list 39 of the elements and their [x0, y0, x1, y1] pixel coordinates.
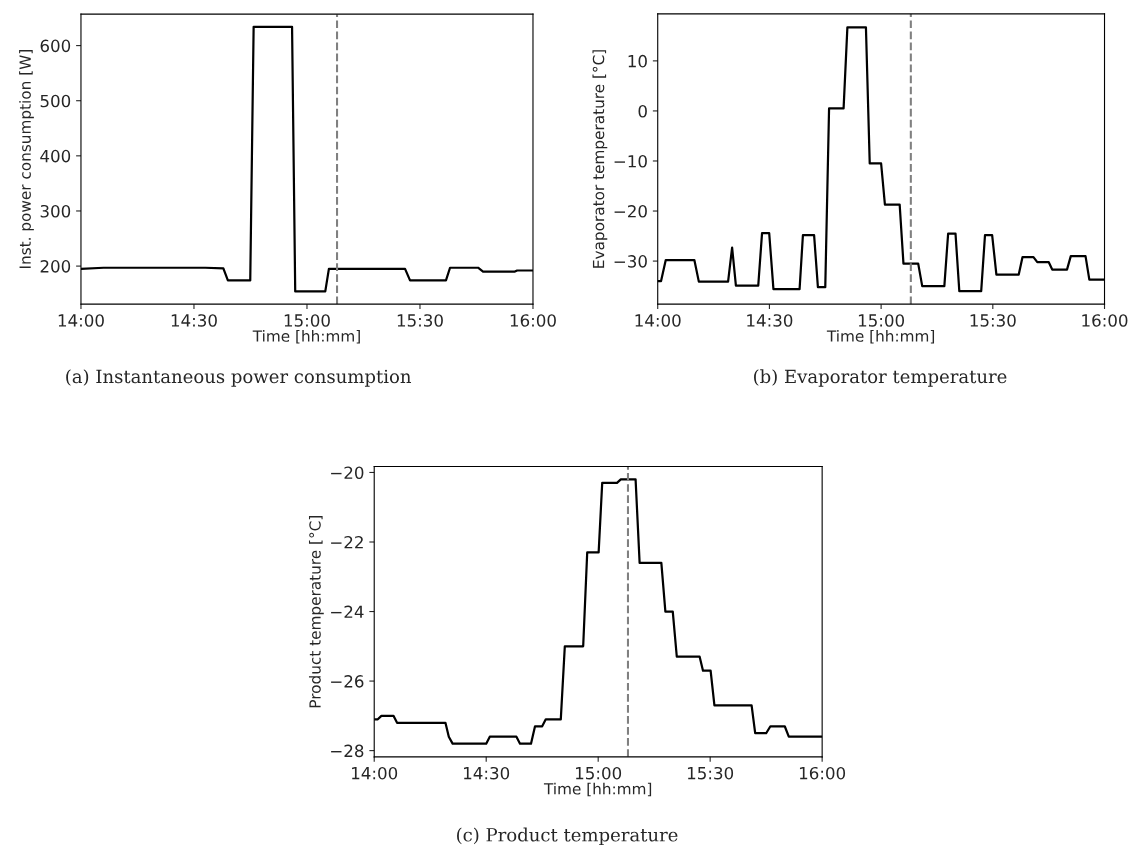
y-tick-label: 10	[628, 54, 647, 68]
x-tick-label: 14:00	[58, 314, 104, 327]
x-tick-label: 14:00	[352, 766, 398, 780]
y-tick-label: −28	[331, 744, 364, 758]
y-tick-label: 500	[40, 94, 71, 108]
x-tick-label: 14:00	[635, 314, 681, 327]
y-tick-label: −20	[614, 204, 647, 218]
y-axis-title: Product temperature [°C]	[308, 516, 324, 708]
text: (c) Product temperature	[457, 827, 678, 846]
x-tick-label: 15:00	[284, 314, 330, 327]
text: (a) Instantaneous power consumption	[66, 369, 412, 387]
x-axis-title: Time [hh:mm]	[543, 782, 652, 797]
y-tick-label: −22	[331, 535, 363, 549]
x-tick-label: 15:30	[397, 314, 443, 327]
y-tick-label: −30	[614, 255, 647, 268]
y-tick-label: 400	[40, 149, 71, 163]
x-axis-title: Time [hh:mm]	[826, 329, 935, 344]
x-tick-label: 16:00	[799, 766, 846, 780]
y-axis-title: Evaporator temperature [°C]	[592, 50, 608, 268]
x-tick-label: 15:00	[576, 766, 622, 780]
x-tick-label: 16:00	[510, 314, 556, 327]
x-tick-label: 15:00	[858, 314, 905, 327]
x-tick-label: 15:30	[970, 314, 1016, 327]
x-tick-label: 14:30	[464, 766, 510, 780]
x-tick-label: 14:30	[171, 314, 217, 327]
x-tick-label: 16:00	[1082, 314, 1128, 327]
y-tick-label: −24	[331, 605, 364, 618]
y-tick-label: 600	[40, 39, 71, 53]
text: (b) Evaporator temperature	[754, 369, 1007, 387]
y-tick-label: 300	[40, 204, 71, 218]
x-tick-label: 15:30	[687, 766, 734, 780]
y-axis-title: Inst. power consumption [W]	[19, 50, 34, 269]
y-tick-label: 200	[40, 260, 71, 273]
y-tick-label: −26	[331, 675, 364, 688]
y-tick-label: 0	[638, 104, 647, 118]
y-tick-label: −10	[614, 154, 647, 168]
x-tick-label: 14:30	[747, 314, 793, 327]
x-axis-title: Time [hh:mm]	[252, 329, 360, 344]
y-tick-label: −20	[331, 466, 364, 480]
